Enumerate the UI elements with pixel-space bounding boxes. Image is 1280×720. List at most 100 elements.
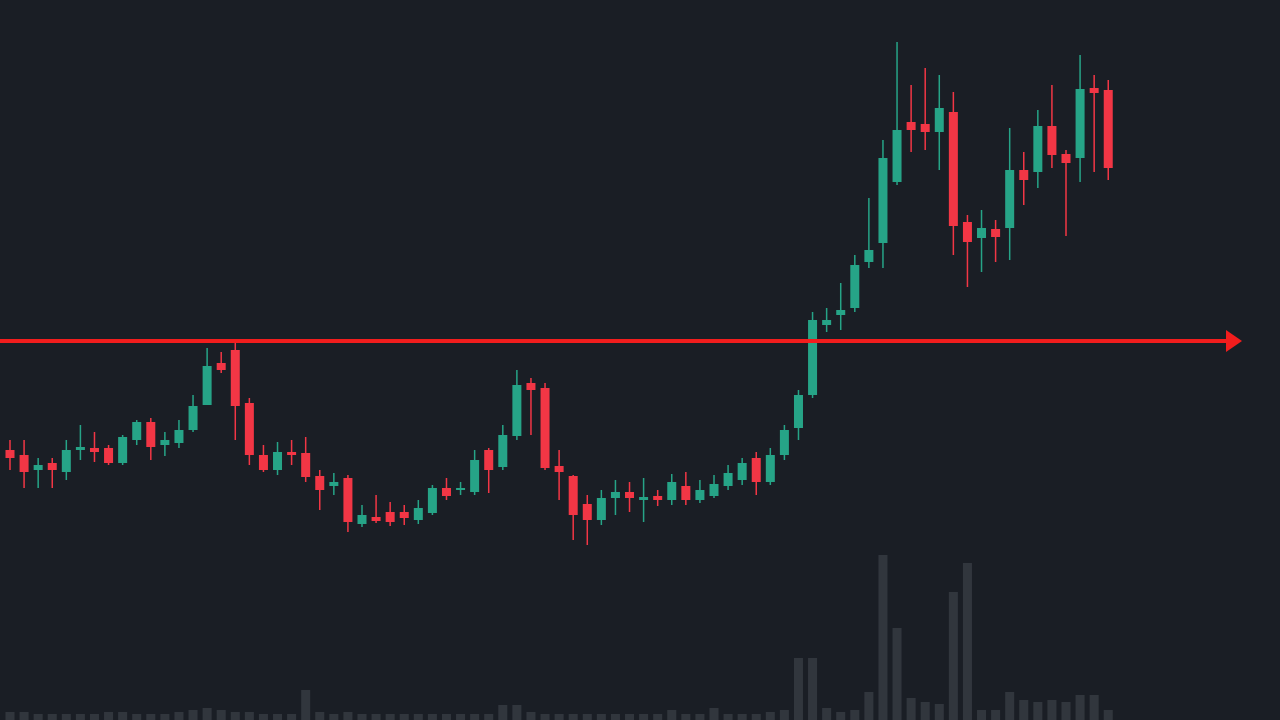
candle-body [146, 422, 156, 447]
candle-body [498, 435, 508, 467]
volume-bar [1061, 702, 1071, 720]
volume-bar [357, 714, 367, 720]
volume-bar [89, 714, 99, 720]
candle-body [723, 473, 733, 486]
candle-body [892, 130, 902, 182]
volume-bar [920, 702, 930, 720]
candle-body [737, 463, 747, 480]
candle-body [456, 488, 466, 490]
volume-bar [906, 698, 916, 720]
volume-bar [5, 712, 15, 720]
candle-body [399, 512, 409, 518]
resistance-arrow [1226, 330, 1242, 352]
candle-body [864, 250, 874, 262]
volume-bar [132, 714, 142, 720]
volume-bar [61, 714, 71, 720]
candle-body [343, 478, 353, 522]
volume-bar [1019, 700, 1029, 720]
candle-body [596, 498, 606, 520]
volume-bar [385, 714, 395, 720]
volume-bar [582, 714, 592, 720]
candle-body [962, 222, 972, 242]
candle-body [441, 488, 451, 496]
candle-body [1005, 170, 1015, 228]
candle-body [1061, 154, 1071, 163]
candle-body [610, 492, 620, 498]
volume-bar [667, 710, 677, 720]
volume-bar [399, 714, 409, 720]
volume-bar [230, 712, 240, 720]
volume-bar [188, 710, 198, 720]
candle-body [582, 504, 592, 520]
volume-bar [934, 704, 944, 720]
candle-body [258, 455, 268, 470]
volume-bar [202, 708, 212, 720]
candle-body [512, 385, 522, 436]
volume-bar [568, 714, 578, 720]
candle-body [920, 124, 930, 132]
candle-body [653, 496, 663, 500]
volume-bar [146, 714, 156, 720]
candle-body [104, 448, 114, 463]
volume-bar [1075, 695, 1085, 720]
candle-body [568, 476, 578, 515]
candle-body [160, 440, 170, 445]
candle-body [216, 363, 226, 370]
volume-bar [160, 714, 170, 720]
volume-bar [19, 712, 29, 720]
candle-body [174, 430, 184, 443]
candle-body [709, 484, 719, 496]
candle-body [1089, 88, 1099, 93]
candle-body [1033, 126, 1043, 172]
volume-bar [216, 710, 226, 720]
volume-bar [737, 714, 747, 720]
candle-body [273, 452, 283, 470]
volume-bar [991, 710, 1001, 720]
volume-bar [596, 714, 606, 720]
candle-body [315, 476, 325, 490]
volume-bar [258, 714, 268, 720]
volume-bar [793, 658, 803, 720]
candle-body [5, 450, 15, 458]
candle-body [526, 383, 536, 390]
volume-bar [329, 714, 339, 720]
volume-bar [301, 690, 311, 720]
volume-bar [779, 710, 789, 720]
candle-body [948, 112, 958, 226]
candle-body [301, 453, 311, 477]
candle-body [1103, 90, 1113, 168]
volume-bar [836, 712, 846, 720]
volume-bar [822, 708, 832, 720]
candle-body [681, 486, 691, 500]
volume-bar [808, 658, 818, 720]
candle-body [385, 512, 395, 522]
volume-bar [174, 712, 184, 720]
candle-body [667, 482, 677, 500]
candle-body [554, 466, 564, 472]
volume-bar [456, 714, 466, 720]
volume-bar [33, 714, 43, 720]
volume-bar [427, 714, 437, 720]
volume-bar [962, 563, 972, 720]
candle-body [47, 463, 57, 470]
volume-bar [526, 712, 536, 720]
volume-bar [1089, 695, 1099, 720]
volume-bar [864, 692, 874, 720]
volume-bar [1005, 692, 1015, 720]
candle-body [75, 447, 85, 450]
candle-body [695, 490, 705, 500]
volume-bar [977, 710, 987, 720]
candle-body [427, 488, 437, 513]
volume-bar [892, 628, 902, 720]
candle-body [836, 310, 846, 315]
volume-bar [512, 705, 522, 720]
candle-body [1075, 89, 1085, 158]
volume-bar [948, 592, 958, 720]
volume-bar [751, 714, 761, 720]
volume-bar [681, 714, 691, 720]
candle-body [878, 158, 888, 243]
volume-bar [639, 714, 649, 720]
candle-body [934, 108, 944, 132]
